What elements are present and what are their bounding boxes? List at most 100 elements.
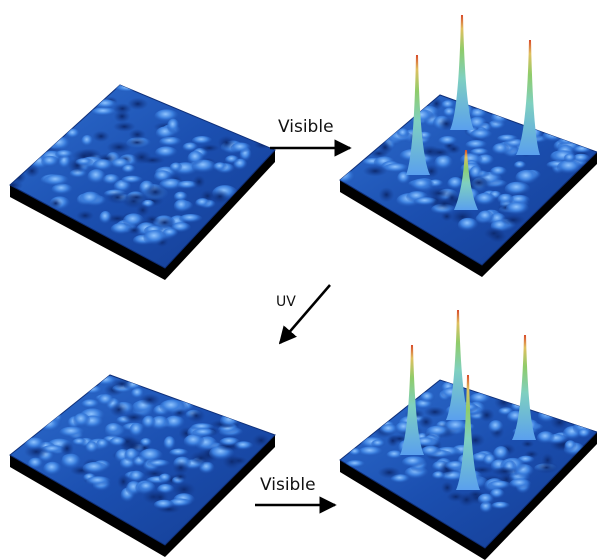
surface-bump <box>182 142 199 153</box>
surface-bump <box>213 162 227 172</box>
surface-bump <box>219 437 241 447</box>
surface-pit <box>210 189 230 204</box>
peak <box>406 55 430 175</box>
surface-bump <box>55 149 74 159</box>
surface-bump <box>371 439 386 448</box>
surface-bump <box>490 166 508 177</box>
surface-pit <box>491 466 518 477</box>
surface-pit <box>10 179 24 191</box>
surface-pit <box>252 433 271 448</box>
surface-bump <box>564 440 577 453</box>
arrow <box>278 284 331 345</box>
surface-bump <box>167 118 180 134</box>
surface-bump <box>469 392 491 405</box>
surface-bump <box>79 191 102 207</box>
surface-bump <box>24 437 46 451</box>
surface-pit <box>127 97 149 111</box>
surface-bump <box>102 174 121 186</box>
surface-pit <box>428 147 452 158</box>
surface-bump <box>469 108 488 120</box>
surface-bump <box>143 229 168 246</box>
peak <box>456 375 480 490</box>
peak <box>516 40 540 155</box>
surface-pit <box>423 406 446 418</box>
surface-pit <box>426 187 452 200</box>
surface-pit <box>113 121 136 132</box>
surface-pit <box>478 408 495 423</box>
surface-bump <box>61 454 82 470</box>
surface-side <box>340 432 597 560</box>
surface-bump <box>97 394 114 407</box>
surface-bump <box>410 178 433 192</box>
surface-bump <box>109 436 127 448</box>
surface-bump <box>179 213 203 224</box>
surface-bump <box>99 210 112 225</box>
surface-bump <box>41 155 60 169</box>
surface-pit <box>187 408 206 423</box>
surface-pit <box>48 198 63 209</box>
surface-bump <box>169 448 189 458</box>
surface-bump <box>104 422 123 436</box>
surface-pit <box>126 137 148 147</box>
surface-bump <box>426 425 451 438</box>
surface-pit <box>111 378 133 390</box>
surface-bump <box>121 175 143 185</box>
surface-bump <box>445 461 467 472</box>
surface-bump <box>124 448 139 463</box>
surface-bump <box>153 170 173 184</box>
surface-bump <box>82 461 108 475</box>
surface-bump <box>138 448 164 464</box>
surface-bump <box>95 439 110 450</box>
peak <box>454 150 478 210</box>
surface-pit <box>172 460 190 476</box>
surface-bump <box>397 171 411 186</box>
surface-bump <box>443 107 456 118</box>
surface-bump <box>27 457 44 470</box>
surface-bump <box>358 446 384 458</box>
surface-pit <box>217 135 236 150</box>
surface-bump <box>91 107 117 117</box>
surface-bump <box>490 111 509 126</box>
surface-bump <box>72 438 87 447</box>
surface-side <box>10 435 275 557</box>
surface-pit <box>192 175 206 189</box>
surface-bump <box>150 415 170 432</box>
surface-pit <box>377 466 401 479</box>
surfaces <box>9 15 597 560</box>
surface-bump <box>497 193 514 206</box>
surface-bump <box>122 213 145 229</box>
arrow-label: Visible <box>260 475 316 495</box>
surface-bump <box>477 493 495 506</box>
peak <box>512 335 536 440</box>
surface-pit <box>171 481 197 498</box>
surface-bump <box>191 135 213 146</box>
surface-bump <box>434 155 454 171</box>
surface-bump <box>173 199 191 214</box>
surface-bump <box>192 428 216 438</box>
surface-bump <box>441 100 455 110</box>
surface-pit <box>377 139 393 156</box>
surface-plot <box>339 310 597 560</box>
surface-pit <box>92 130 110 143</box>
surface-bump <box>230 142 252 154</box>
surface-bump <box>457 217 479 233</box>
surface-bump <box>470 148 490 157</box>
surface-bump <box>85 441 99 455</box>
surface-bump <box>509 478 532 490</box>
surface-bump <box>169 162 183 173</box>
surface-bump <box>39 418 61 433</box>
surface-bump <box>556 159 583 175</box>
surface-bump <box>87 169 106 185</box>
surface-bump <box>65 128 80 140</box>
surface-pit <box>135 203 150 217</box>
surface-bump <box>490 488 505 500</box>
surface-plot <box>339 15 597 277</box>
surface-texture <box>24 375 271 514</box>
surface-bump <box>515 169 539 186</box>
surface-bump <box>159 399 185 415</box>
surface-pit <box>445 190 459 206</box>
surface-bump <box>497 134 519 143</box>
surface-bump <box>81 399 100 410</box>
surface-bump <box>75 158 94 167</box>
